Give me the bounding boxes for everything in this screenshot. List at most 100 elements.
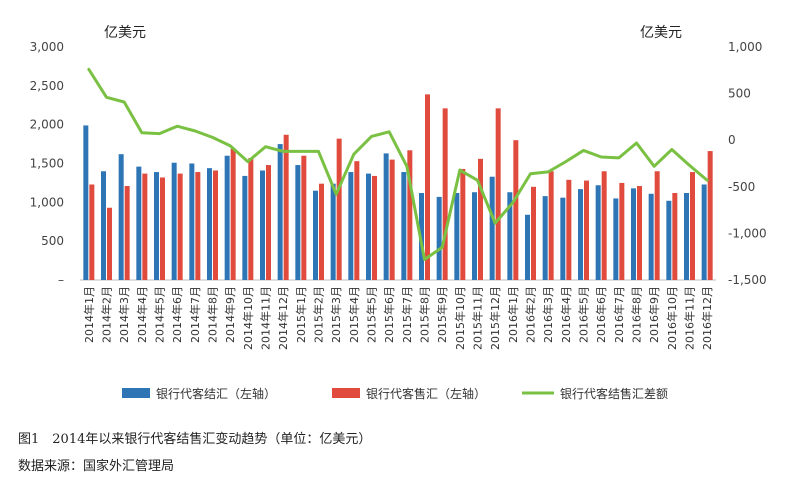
bar-sale: [513, 140, 519, 280]
x-tick-label: 2014年10月: [241, 286, 255, 350]
bar-settlement: [578, 189, 583, 280]
bar-settlement: [401, 172, 407, 280]
left-tick-label: 1,000: [30, 195, 64, 209]
x-tick-label: 2015年12月: [488, 286, 502, 350]
bar-sale: [107, 207, 112, 280]
legend-label-sale: 银行代客售汇（左轴）: [366, 386, 486, 401]
x-tick-label: 2014年1月: [82, 286, 96, 343]
x-tick-label: 2014年11月: [259, 286, 273, 350]
x-tick-label: 2015年9月: [435, 286, 449, 343]
right-tick-label: 500: [728, 87, 751, 101]
bar-settlement: [684, 193, 689, 280]
x-tick-label: 2016年3月: [541, 286, 555, 343]
x-tick-label: 2015年4月: [347, 286, 361, 343]
bar-settlement: [525, 214, 530, 280]
bar-settlement: [83, 125, 89, 281]
bar-settlement: [242, 175, 248, 280]
bar-settlement: [631, 188, 636, 280]
bar-sale: [336, 138, 342, 280]
x-tick-label: 2014年7月: [188, 286, 202, 343]
bar-settlement: [595, 185, 601, 280]
bar-sale: [372, 175, 377, 280]
bar-sale: [548, 171, 554, 280]
right-tick-label: 1,000: [728, 40, 762, 54]
bar-sale: [672, 193, 678, 280]
x-tick-label: 2015年11月: [471, 286, 485, 350]
bar-settlement: [118, 154, 124, 280]
legend-label-settlement: 银行代客结汇（左轴）: [156, 386, 276, 401]
bar-settlement: [101, 171, 106, 280]
bar-settlement: [613, 198, 619, 280]
bar-sale: [531, 186, 536, 280]
right-tick-label: 0: [728, 133, 736, 147]
bar-sale: [124, 186, 130, 280]
bar-sale: [654, 171, 660, 280]
bar-sale: [89, 184, 95, 280]
x-tick-label: 2016年6月: [594, 286, 608, 343]
bar-settlement: [224, 155, 230, 280]
right-tick-label: -500: [728, 180, 755, 194]
bar-settlement: [313, 190, 318, 280]
bar-sale: [142, 173, 148, 280]
bar-sale: [160, 177, 165, 280]
chart: – 500 1,000 1,500 2,000 2,500 3,000 -1,500 -1,00…: [30, 40, 767, 401]
bar-sale: [213, 170, 218, 280]
bar-sale: [248, 158, 254, 280]
x-tick-label: 2016年4月: [559, 286, 573, 343]
legend-swatch-sale: [332, 388, 360, 398]
figure-caption: 图1 2014年以来银行代客结售汇变动趋势（单位：亿美元）: [18, 432, 372, 447]
left-tick-label: 2,000: [30, 118, 64, 132]
source-caption: 数据来源：国家外汇管理局: [18, 459, 175, 474]
x-tick-label: 2014年12月: [276, 286, 290, 350]
bar-sale: [407, 150, 413, 280]
bar-sale: [425, 94, 430, 280]
bar-settlement: [648, 193, 654, 280]
bar-settlement: [295, 165, 301, 280]
left-axis-unit: 亿美元: [104, 25, 146, 41]
bar-sale: [195, 172, 201, 280]
bar-sale: [460, 168, 466, 280]
bar-sale: [707, 151, 713, 280]
bar-sale: [566, 179, 572, 280]
x-tick-label: 2015年6月: [382, 286, 396, 343]
bar-settlement: [701, 184, 707, 280]
left-tick-label: 3,000: [30, 40, 64, 54]
bar-settlement: [348, 172, 354, 280]
bar-sale: [266, 165, 271, 280]
x-tick-label: 2014年9月: [223, 286, 237, 343]
bar-sale: [619, 182, 625, 280]
bar-sale: [584, 180, 589, 280]
x-tick-label: 2016年8月: [630, 286, 644, 343]
x-tick-label: 2014年4月: [135, 286, 149, 343]
bar-sale: [478, 158, 483, 280]
net-balance-line: [87, 67, 709, 261]
bar-settlement: [666, 200, 672, 280]
x-tick-label: 2015年8月: [418, 286, 432, 343]
x-tick-label: 2015年10月: [453, 286, 467, 350]
x-tick-label: 2015年1月: [294, 286, 308, 343]
bar-settlement: [436, 196, 442, 280]
left-tick-label: 1,500: [30, 157, 64, 171]
bar-sale: [637, 186, 642, 280]
bar-settlement: [136, 166, 142, 280]
x-tick-label: 2016年9月: [647, 286, 661, 343]
bar-sale: [442, 108, 448, 281]
bar-settlement: [189, 163, 195, 280]
bar-settlement: [542, 196, 548, 280]
x-tick-label: 2015年3月: [329, 286, 343, 343]
x-tick-label: 2016年11月: [683, 286, 697, 350]
right-tick-label: -1,000: [728, 226, 767, 240]
x-tick-label: 2016年7月: [612, 286, 626, 343]
bar-settlement: [260, 170, 265, 280]
x-tick-label: 2014年5月: [153, 286, 167, 343]
bar-settlement: [207, 168, 212, 280]
x-tick-label: 2014年8月: [206, 286, 220, 343]
x-tick-label: 2015年7月: [400, 286, 414, 343]
bar-settlement: [366, 173, 371, 280]
bar-sale: [301, 155, 307, 280]
bar-sale: [283, 134, 289, 280]
bar-settlement: [560, 197, 566, 280]
bar-settlement: [277, 144, 283, 280]
bar-sale: [495, 108, 501, 281]
x-tick-label: 2016年12月: [700, 286, 714, 350]
